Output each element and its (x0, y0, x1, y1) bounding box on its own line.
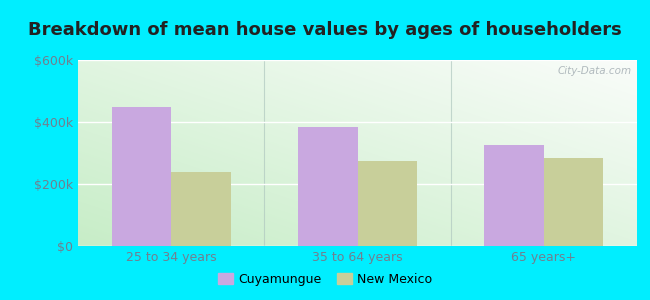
Text: City-Data.com: City-Data.com (557, 66, 631, 76)
Bar (358, 161, 417, 246)
Bar (484, 145, 544, 246)
Bar (112, 106, 171, 246)
Text: Breakdown of mean house values by ages of householders: Breakdown of mean house values by ages o… (28, 21, 622, 39)
Legend: Cuyamungue, New Mexico: Cuyamungue, New Mexico (213, 268, 437, 291)
Bar (298, 127, 358, 246)
Bar (171, 172, 231, 246)
Bar (544, 158, 603, 246)
